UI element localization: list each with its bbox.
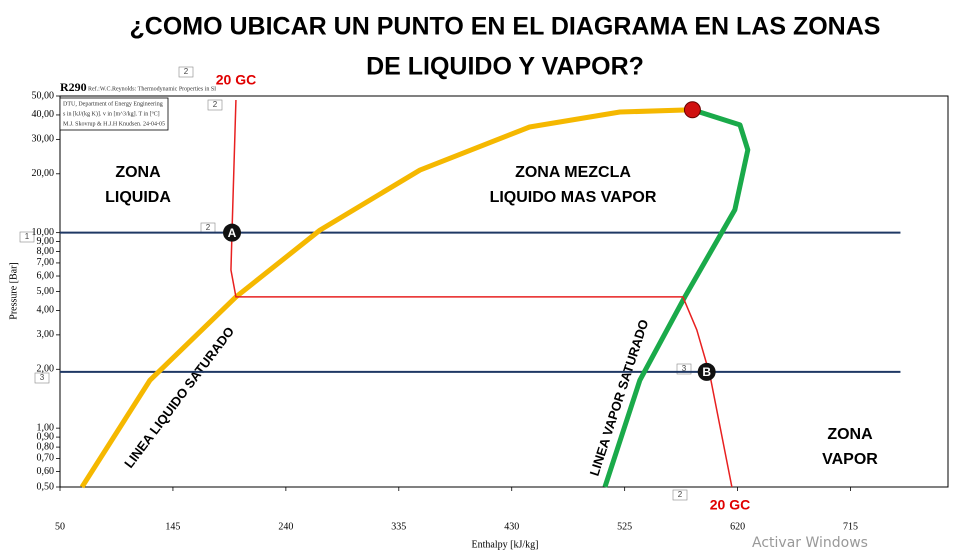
x-tick-label: 335 — [391, 521, 406, 532]
watermark: Activar Windows — [752, 535, 868, 551]
zone-label: LIQUIDO MAS VAPOR — [490, 189, 657, 206]
y-tick-label: 50,00 — [32, 90, 55, 101]
y-tick-label: 40,00 — [32, 109, 55, 120]
info-line: M.J. Skovrup & H.J.H Knudsen. 24-04-05 — [63, 121, 165, 127]
box-label: 2 — [206, 223, 211, 232]
box-label: 2 — [213, 100, 218, 109]
state-point-label: B — [702, 365, 711, 379]
label-box — [34, 372, 50, 384]
box-label: 2 — [184, 67, 189, 76]
y-tick-label: 6,00 — [37, 270, 55, 281]
label-box — [178, 66, 194, 78]
label-box — [207, 99, 223, 111]
y-tick-label: 9,00 — [37, 236, 55, 247]
x-tick-label: 240 — [278, 521, 293, 532]
info-box — [59, 97, 169, 131]
box-labels: 2 2 2 1 3 3 2 — [19, 66, 692, 501]
isotherm-label: 20 GC — [710, 497, 750, 513]
info-line: DTU, Department of Energy Engineering — [63, 100, 163, 107]
zone-label: LIQUIDA — [105, 189, 171, 206]
y-tick-label: 0,50 — [37, 481, 55, 492]
isotherm-label: 20 GC — [216, 72, 256, 88]
y-tick-label: 5,00 — [37, 286, 55, 297]
x-tick-label: 525 — [617, 521, 632, 532]
y-axis-label: Pressure [Bar] — [8, 262, 19, 319]
y-tick-label: 0,60 — [37, 466, 55, 477]
x-tick-label: 145 — [165, 521, 180, 532]
y-tick-label: 4,00 — [37, 305, 55, 316]
curve-label: LINEA VAPOR SATURADO — [587, 318, 652, 478]
y-tick-label: 20,00 — [32, 168, 55, 179]
state-point — [223, 223, 242, 242]
y-tick-label: 0,80 — [37, 441, 55, 452]
y-tick-label: 0,90 — [37, 431, 55, 442]
box-label: 1 — [25, 232, 30, 241]
x-tick-label: 430 — [504, 521, 519, 532]
plot-frame — [59, 95, 949, 488]
curve — [230, 99, 733, 488]
y-tick-label: 0,70 — [37, 453, 55, 464]
curve — [602, 107, 751, 488]
y-tick-label: 2,00 — [37, 364, 55, 375]
state-point — [697, 362, 716, 381]
x-tick-label: 50 — [55, 521, 65, 532]
label-box — [676, 363, 692, 375]
critical-point — [683, 101, 701, 119]
y-tick-label: 30,00 — [32, 134, 55, 145]
box-label: 3 — [682, 364, 687, 373]
box-label: 3 — [40, 373, 45, 382]
x-tick-label: 715 — [843, 521, 858, 532]
curve — [79, 107, 693, 489]
zone-label: ZONA MEZCLA — [515, 164, 631, 181]
label-box — [672, 489, 688, 501]
state-point-label: A — [228, 226, 237, 240]
chart-subtitle: DE LIQUIDO Y VAPOR? — [366, 53, 644, 81]
zone-label: ZONA — [827, 426, 873, 443]
zone-label: VAPOR — [822, 451, 878, 468]
zone-label: ZONA — [115, 164, 161, 181]
refrigerant: R290 — [60, 80, 87, 94]
x-axis-label: Enthalpy [kJ/kg] — [472, 539, 539, 550]
label-box — [19, 231, 35, 243]
y-tick-label: 1,00 — [37, 422, 55, 433]
y-tick-label: 7,00 — [37, 257, 55, 268]
y-tick-label: 10,00 — [32, 227, 55, 238]
x-tick-label: 620 — [730, 521, 745, 532]
chart-title: ¿COMO UBICAR UN PUNTO EN EL DIAGRAMA EN … — [130, 13, 881, 41]
y-tick-label: 8,00 — [37, 246, 55, 257]
info-line: s in [kJ/(kg K)]. v in [m^3/kg]. T in [º… — [63, 110, 160, 117]
y-tick-label: 3,00 — [37, 329, 55, 340]
box-label: 2 — [678, 490, 683, 499]
reference: Ref.:W.C.Reynolds: Thermodynamic Propert… — [88, 85, 216, 92]
